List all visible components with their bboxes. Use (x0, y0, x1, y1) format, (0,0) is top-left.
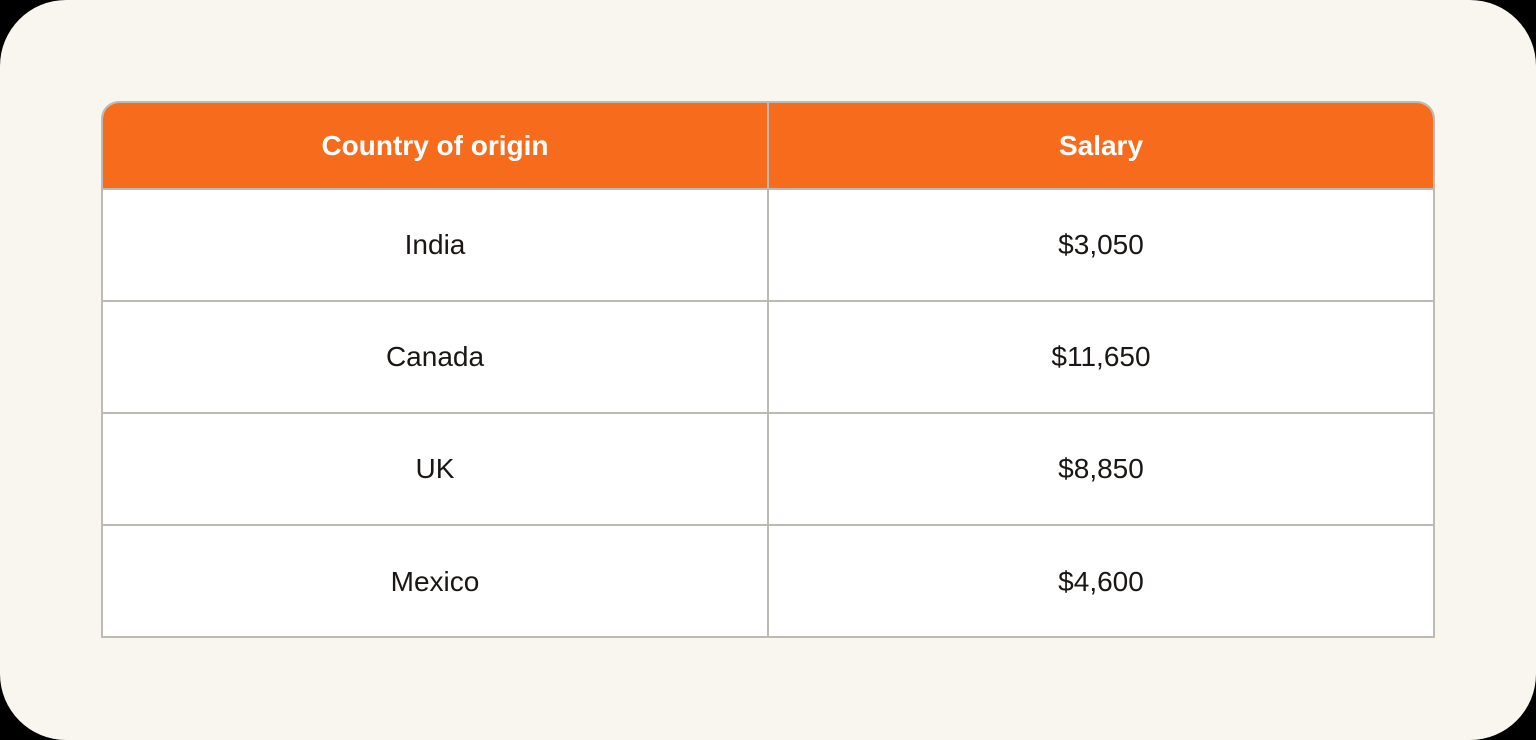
salary-cell: $8,850 (1058, 453, 1144, 484)
salary-cell: $11,650 (1051, 341, 1151, 372)
country-cell: India (103, 190, 769, 300)
salary-cell: $3,050 (1058, 229, 1144, 260)
country-cell: Mexico (103, 526, 769, 636)
table-row: Canada $11,650 (103, 302, 1433, 414)
table-header-row: Country of origin Salary (103, 103, 1433, 190)
country-cell: UK (103, 414, 769, 524)
salary-table: Country of origin Salary India $3,050 Ca… (101, 101, 1435, 638)
table-row: India $3,050 (103, 190, 1433, 302)
header-salary: Salary (1058, 129, 1144, 161)
table-row: Mexico $4,600 (103, 526, 1433, 636)
table-row: UK $8,850 (103, 414, 1433, 526)
country-cell: Canada (103, 302, 769, 412)
header-country: Country of origin (103, 103, 769, 188)
salary-cell: $4,600 (1058, 566, 1144, 597)
